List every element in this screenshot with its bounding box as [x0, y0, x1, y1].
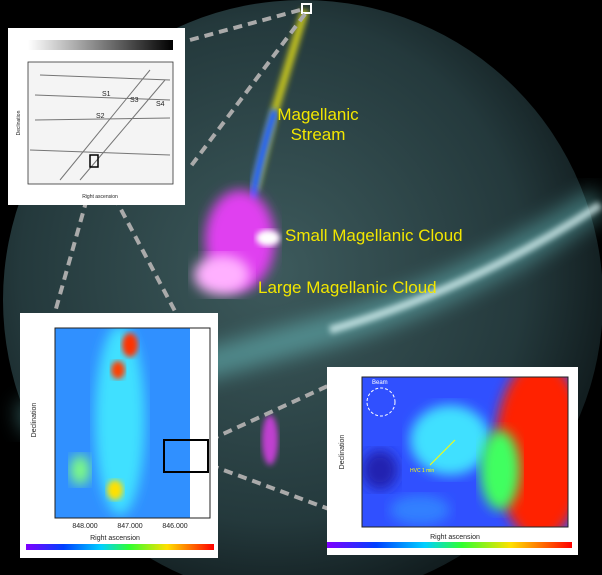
lmc-emission	[194, 255, 250, 295]
region-label: S1	[102, 91, 111, 98]
x-axis-label: Right ascension	[430, 534, 480, 541]
colorbar	[26, 544, 214, 550]
zoom-box	[301, 3, 312, 14]
y-axis-label: Declination	[339, 435, 346, 470]
x-tick-label: 846.000	[162, 523, 187, 530]
smc-label: Small Magellanic Cloud	[285, 226, 463, 245]
x-tick-label: 847.000	[117, 523, 142, 530]
galactic-plane-core	[328, 201, 602, 334]
pointer-line	[429, 439, 456, 466]
stream-emission	[248, 108, 279, 201]
emission	[262, 415, 278, 465]
beam-label: Beam	[372, 380, 388, 386]
region-label: S2	[96, 113, 105, 120]
colorbar	[327, 542, 572, 548]
zoom-arrows	[48, 8, 346, 517]
smc-core	[256, 230, 280, 246]
y-axis-label: Declination	[31, 403, 38, 438]
heatmap	[362, 377, 568, 527]
plot-frame	[54, 327, 211, 519]
heatmap	[55, 328, 210, 518]
x-tick-label: 848.000	[72, 523, 97, 530]
stream-label: Magellanic Stream	[277, 105, 359, 144]
x-axis-label: Right ascension	[90, 535, 140, 542]
emission-streaks	[29, 69, 171, 181]
plot-frame	[361, 376, 569, 528]
x-axis-label: Right ascension	[82, 194, 118, 200]
zoom-box	[163, 439, 209, 473]
y-axis-label: Declination	[16, 110, 22, 135]
plot-area	[27, 61, 174, 185]
marker-label: HVC 1 min	[410, 468, 434, 474]
colorbar	[28, 40, 173, 50]
region-label: S4	[156, 101, 165, 108]
lmc-label: Large Magellanic Cloud	[258, 278, 437, 297]
beam-circle	[366, 387, 396, 417]
zoom-box	[89, 154, 99, 168]
region-label: S3	[130, 97, 139, 104]
